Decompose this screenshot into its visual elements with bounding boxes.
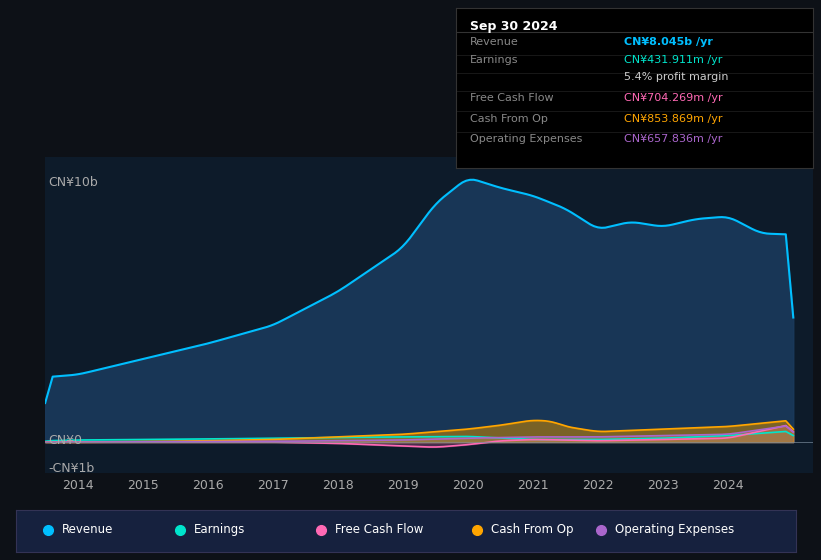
Text: CN¥10b: CN¥10b	[48, 176, 99, 189]
Text: CN¥853.869m /yr: CN¥853.869m /yr	[623, 114, 722, 124]
Text: Sep 30 2024: Sep 30 2024	[470, 20, 557, 32]
Text: Revenue: Revenue	[470, 37, 519, 47]
Text: Operating Expenses: Operating Expenses	[616, 523, 735, 536]
Text: Revenue: Revenue	[62, 523, 113, 536]
Text: -CN¥1b: -CN¥1b	[48, 461, 94, 474]
Text: Earnings: Earnings	[195, 523, 245, 536]
Text: Cash From Op: Cash From Op	[470, 114, 548, 124]
Text: Free Cash Flow: Free Cash Flow	[470, 93, 553, 103]
Text: CN¥657.836m /yr: CN¥657.836m /yr	[623, 134, 722, 144]
Text: CN¥0: CN¥0	[48, 433, 82, 446]
Text: Operating Expenses: Operating Expenses	[470, 134, 582, 144]
Text: CN¥431.911m /yr: CN¥431.911m /yr	[623, 55, 722, 65]
Text: 5.4% profit margin: 5.4% profit margin	[623, 72, 728, 82]
Text: Cash From Op: Cash From Op	[491, 523, 573, 536]
Text: CN¥8.045b /yr: CN¥8.045b /yr	[623, 37, 713, 47]
Text: Earnings: Earnings	[470, 55, 518, 65]
Text: CN¥704.269m /yr: CN¥704.269m /yr	[623, 93, 722, 103]
Text: Free Cash Flow: Free Cash Flow	[335, 523, 423, 536]
